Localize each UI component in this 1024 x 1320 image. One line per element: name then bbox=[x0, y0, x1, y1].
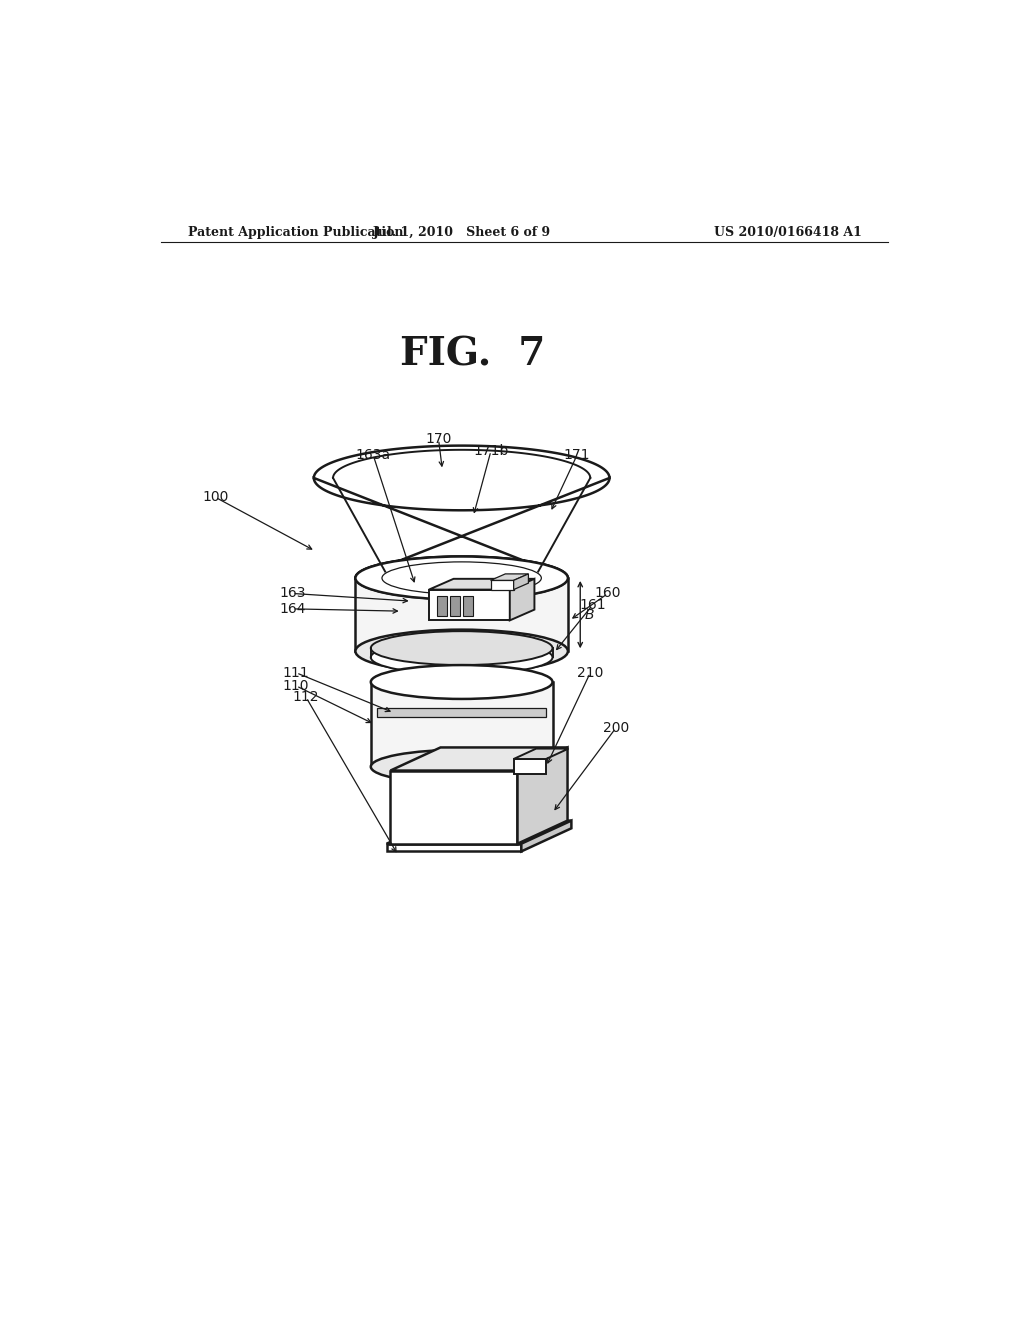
Text: 163: 163 bbox=[279, 586, 305, 601]
Polygon shape bbox=[371, 682, 553, 767]
Ellipse shape bbox=[355, 557, 568, 599]
Polygon shape bbox=[514, 748, 568, 759]
Ellipse shape bbox=[355, 630, 568, 673]
Text: Patent Application Publication: Patent Application Publication bbox=[188, 226, 403, 239]
Ellipse shape bbox=[382, 562, 542, 594]
Bar bbox=[463, 595, 473, 615]
Text: 171: 171 bbox=[564, 447, 591, 462]
Text: Jul. 1, 2010   Sheet 6 of 9: Jul. 1, 2010 Sheet 6 of 9 bbox=[373, 226, 551, 239]
Text: 161: 161 bbox=[580, 598, 606, 612]
Text: 163a: 163a bbox=[355, 447, 391, 462]
Polygon shape bbox=[429, 590, 510, 620]
Text: 100: 100 bbox=[202, 490, 228, 504]
Text: 160: 160 bbox=[595, 586, 622, 601]
Polygon shape bbox=[521, 821, 571, 851]
Text: FIG.  7: FIG. 7 bbox=[400, 335, 546, 374]
Text: 110: 110 bbox=[283, 678, 309, 693]
Text: 210: 210 bbox=[578, 665, 603, 680]
Ellipse shape bbox=[371, 665, 553, 700]
Polygon shape bbox=[313, 478, 609, 578]
Bar bbox=[450, 595, 460, 615]
Polygon shape bbox=[390, 771, 517, 843]
Polygon shape bbox=[514, 574, 528, 590]
Polygon shape bbox=[387, 821, 571, 843]
Polygon shape bbox=[490, 581, 514, 590]
Polygon shape bbox=[355, 578, 568, 651]
Polygon shape bbox=[510, 579, 535, 620]
Polygon shape bbox=[377, 708, 547, 718]
Text: 111: 111 bbox=[283, 665, 309, 680]
Polygon shape bbox=[387, 843, 521, 851]
Text: US 2010/0166418 A1: US 2010/0166418 A1 bbox=[714, 226, 862, 239]
Polygon shape bbox=[390, 747, 567, 771]
Bar bbox=[436, 595, 446, 615]
Ellipse shape bbox=[355, 557, 568, 599]
Ellipse shape bbox=[371, 750, 553, 784]
Text: 171b: 171b bbox=[473, 444, 509, 458]
Ellipse shape bbox=[371, 631, 553, 665]
Polygon shape bbox=[490, 574, 528, 581]
Text: B: B bbox=[585, 607, 594, 622]
Text: 112: 112 bbox=[293, 690, 319, 705]
Ellipse shape bbox=[371, 640, 553, 675]
Polygon shape bbox=[517, 747, 567, 843]
Text: 200: 200 bbox=[602, 721, 629, 735]
Text: 164: 164 bbox=[279, 602, 305, 616]
Text: 170: 170 bbox=[425, 433, 452, 446]
Polygon shape bbox=[514, 759, 546, 775]
Polygon shape bbox=[429, 579, 535, 590]
